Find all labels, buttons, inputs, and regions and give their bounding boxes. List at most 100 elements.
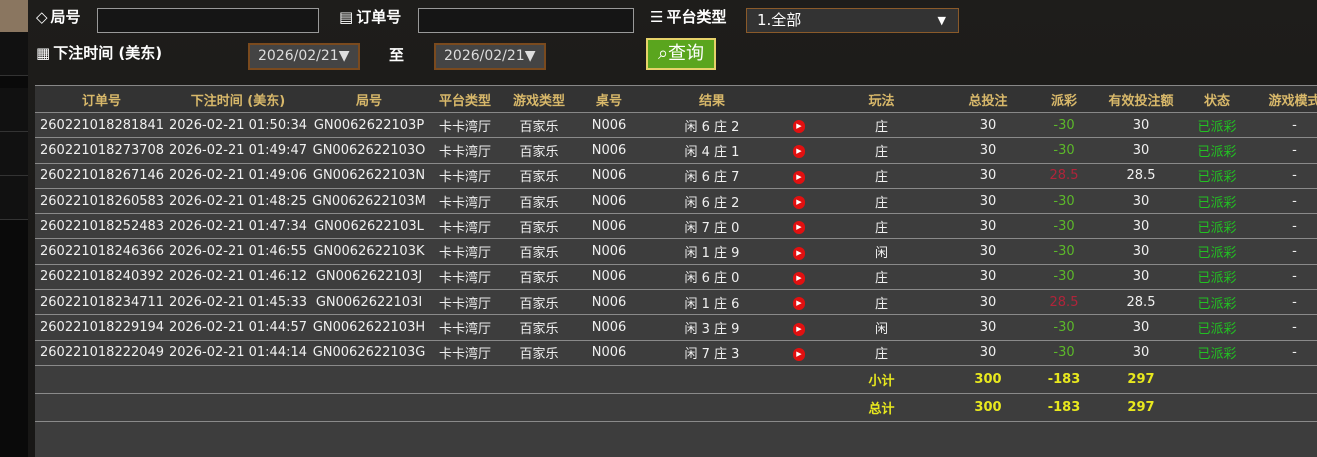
date-to-select[interactable]: 2026/02/21▼ [434, 43, 546, 70]
bet-time-cell: 2026-02-21 01:49:06 [168, 163, 308, 189]
play-video-icon[interactable]: ▶ [793, 196, 805, 210]
valid-bet-cell: 30 [1101, 112, 1181, 139]
video-cell[interactable]: ▶ [784, 314, 814, 341]
column-header: 桌号 [578, 85, 640, 113]
play-video-icon[interactable]: ▶ [793, 170, 805, 184]
video-cell[interactable]: ▶ [784, 213, 814, 240]
platform-cell: 卡卡湾厅 [430, 264, 500, 291]
bet-type-cell: 庄 [814, 188, 949, 215]
order-input[interactable] [418, 8, 634, 33]
platform-cell: 卡卡湾厅 [430, 289, 500, 316]
dropdown-arrow-icon: ▼ [338, 48, 350, 64]
empty-cell [308, 365, 430, 394]
sidebar-tab[interactable] [0, 132, 28, 176]
payout-cell: -30 [1027, 137, 1101, 164]
table-no-cell: N006 [578, 163, 640, 189]
platform-select[interactable]: 1.全部 ▼ [746, 8, 959, 33]
calendar-icon: ▦ [36, 43, 51, 62]
bet-type-cell: 闲 [814, 314, 949, 341]
table-no-cell: N006 [578, 188, 640, 215]
platform-label: ☰ 平台类型 [650, 7, 727, 27]
valid-bet-cell: 30 [1101, 238, 1181, 265]
search-button[interactable]: ⌕查询 [646, 38, 716, 70]
table-row: 260221018252483 2026-02-21 01:47:34 GN0062… [35, 213, 1317, 240]
play-video-icon[interactable]: ▶ [793, 322, 805, 336]
status-cell: 已派彩 [1181, 314, 1253, 341]
column-header: 玩法 [814, 85, 949, 113]
valid-bet-cell: 30 [1101, 213, 1181, 240]
column-header: 派彩 [1027, 85, 1101, 113]
status-cell: 已派彩 [1181, 188, 1253, 215]
empty-cell [500, 393, 578, 422]
order-id-cell: 260221018260583 [35, 188, 168, 215]
video-cell[interactable]: ▶ [784, 112, 814, 139]
order-id-cell: 260221018252483 [35, 213, 168, 240]
column-header: 结果 [640, 85, 784, 113]
result-cell: 闲 3 庄 9 [640, 314, 784, 341]
table-no-cell: N006 [578, 314, 640, 341]
order-id-cell: 260221018240392 [35, 264, 168, 291]
table-row: 260221018246366 2026-02-21 01:46:55 GN0062… [35, 238, 1317, 265]
column-header: 游戏类型 [500, 85, 578, 113]
play-video-icon[interactable]: ▶ [793, 221, 805, 235]
sidebar-tab[interactable] [0, 88, 28, 132]
total-bet-cell: 30 [949, 213, 1027, 240]
total-bet-cell: 30 [949, 264, 1027, 291]
video-cell[interactable]: ▶ [784, 264, 814, 291]
platform-cell: 卡卡湾厅 [430, 137, 500, 164]
video-cell[interactable]: ▶ [784, 163, 814, 189]
table-row: 260221018222049 2026-02-21 01:44:14 GN0062… [35, 340, 1317, 366]
payout-cell: -30 [1027, 213, 1101, 240]
table-row: 260221018273708 2026-02-21 01:49:47 GN0062… [35, 137, 1317, 164]
search-icon: ⌕ [657, 43, 669, 64]
video-cell[interactable]: ▶ [784, 238, 814, 265]
video-cell[interactable]: ▶ [784, 289, 814, 316]
status-cell: 已派彩 [1181, 163, 1253, 189]
order-id-cell: 260221018222049 [35, 340, 168, 366]
game-type-cell: 百家乐 [500, 238, 578, 265]
payout-cell: -30 [1027, 188, 1101, 215]
valid-bet-cell: 28.5 [1101, 289, 1181, 316]
status-cell: 已派彩 [1181, 238, 1253, 265]
empty-cell [430, 393, 500, 422]
game-mode-cell: - [1253, 188, 1317, 215]
dropdown-arrow-icon: ▼ [524, 48, 536, 64]
result-cell: 闲 7 庄 3 [640, 340, 784, 366]
play-video-icon[interactable]: ▶ [793, 246, 805, 260]
bet-time-cell: 2026-02-21 01:49:47 [168, 137, 308, 164]
play-video-icon[interactable]: ▶ [793, 145, 805, 159]
tag-icon: ◇ [36, 7, 48, 26]
empty-cell [308, 393, 430, 422]
subtotal-payout: -183 [1027, 365, 1101, 394]
play-video-icon[interactable]: ▶ [793, 297, 805, 311]
payout-cell: -30 [1027, 340, 1101, 366]
status-cell: 已派彩 [1181, 289, 1253, 316]
to-label: 至 [389, 46, 405, 64]
video-cell[interactable]: ▶ [784, 188, 814, 215]
date-from-select[interactable]: 2026/02/21▼ [248, 43, 360, 70]
valid-bet-cell: 30 [1101, 137, 1181, 164]
video-cell[interactable]: ▶ [784, 137, 814, 164]
bet-type-cell: 庄 [814, 213, 949, 240]
video-cell[interactable]: ▶ [784, 340, 814, 366]
order-label: ▤ 订单号 [339, 7, 402, 27]
total-row: 总计 300 -183 297 [35, 393, 1317, 422]
round-input[interactable] [97, 8, 319, 33]
table-no-cell: N006 [578, 264, 640, 291]
table-row: 260221018281841 2026-02-21 01:50:34 GN0062… [35, 112, 1317, 139]
status-cell: 已派彩 [1181, 264, 1253, 291]
bet-time-cell: 2026-02-21 01:50:34 [168, 112, 308, 139]
sidebar-tab[interactable] [0, 176, 28, 220]
play-video-icon[interactable]: ▶ [793, 120, 805, 134]
play-video-icon[interactable]: ▶ [793, 347, 805, 361]
round-id-cell: GN0062622103H [308, 314, 430, 341]
status-cell: 已派彩 [1181, 137, 1253, 164]
game-mode-cell: - [1253, 112, 1317, 139]
status-cell: 已派彩 [1181, 213, 1253, 240]
order-id-cell: 260221018246366 [35, 238, 168, 265]
column-header: 状态 [1181, 85, 1253, 113]
play-video-icon[interactable]: ▶ [793, 271, 805, 285]
sidebar-tab[interactable] [0, 32, 28, 76]
subtotal-total-bet: 300 [949, 365, 1027, 394]
table-row: 260221018229194 2026-02-21 01:44:57 GN0062… [35, 314, 1317, 341]
